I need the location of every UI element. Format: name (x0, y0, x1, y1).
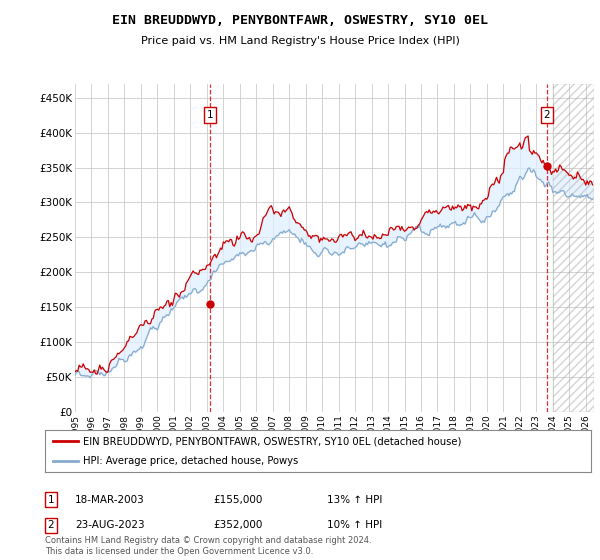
Text: HPI: Average price, detached house, Powys: HPI: Average price, detached house, Powy… (83, 456, 298, 466)
Text: £352,000: £352,000 (213, 520, 262, 530)
Text: EIN BREUDDWYD, PENYBONTFAWR, OSWESTRY, SY10 0EL: EIN BREUDDWYD, PENYBONTFAWR, OSWESTRY, S… (112, 14, 488, 27)
Text: 1: 1 (207, 110, 214, 120)
Text: 18-MAR-2003: 18-MAR-2003 (75, 494, 145, 505)
Text: Contains HM Land Registry data © Crown copyright and database right 2024.
This d: Contains HM Land Registry data © Crown c… (45, 536, 371, 556)
Text: 2: 2 (544, 110, 550, 120)
Text: 2: 2 (47, 520, 55, 530)
Text: £155,000: £155,000 (213, 494, 262, 505)
Text: EIN BREUDDWYD, PENYBONTFAWR, OSWESTRY, SY10 0EL (detached house): EIN BREUDDWYD, PENYBONTFAWR, OSWESTRY, S… (83, 436, 461, 446)
Text: 10% ↑ HPI: 10% ↑ HPI (327, 520, 382, 530)
Text: 23-AUG-2023: 23-AUG-2023 (75, 520, 145, 530)
Text: Price paid vs. HM Land Registry's House Price Index (HPI): Price paid vs. HM Land Registry's House … (140, 36, 460, 46)
Text: 1: 1 (47, 494, 55, 505)
Text: 13% ↑ HPI: 13% ↑ HPI (327, 494, 382, 505)
